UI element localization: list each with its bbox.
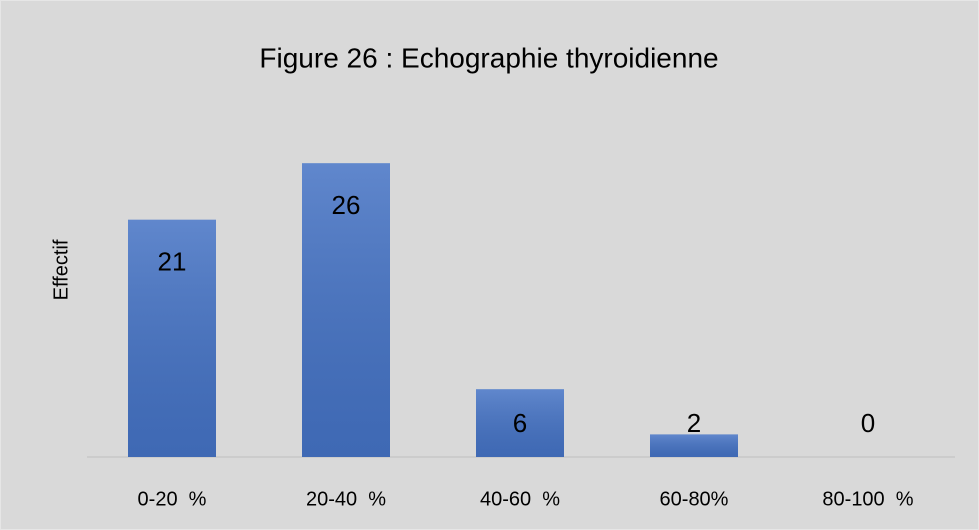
y-axis-label: Effectif <box>50 239 72 300</box>
x-tick-label: 80-100 % <box>822 488 913 510</box>
data-label: 6 <box>513 408 527 438</box>
chart-title: Figure 26 : Echographie thyroidienne <box>259 42 718 73</box>
data-label: 21 <box>158 247 187 277</box>
x-tick-label: 0-20 % <box>138 488 207 510</box>
data-label: 0 <box>861 408 875 438</box>
x-tick-label: 40-60 % <box>480 488 560 510</box>
data-label: 2 <box>687 408 701 438</box>
data-label: 26 <box>332 190 361 220</box>
x-tick-label: 20-40 % <box>306 488 386 510</box>
x-tick-label: 60-80% <box>660 488 729 510</box>
